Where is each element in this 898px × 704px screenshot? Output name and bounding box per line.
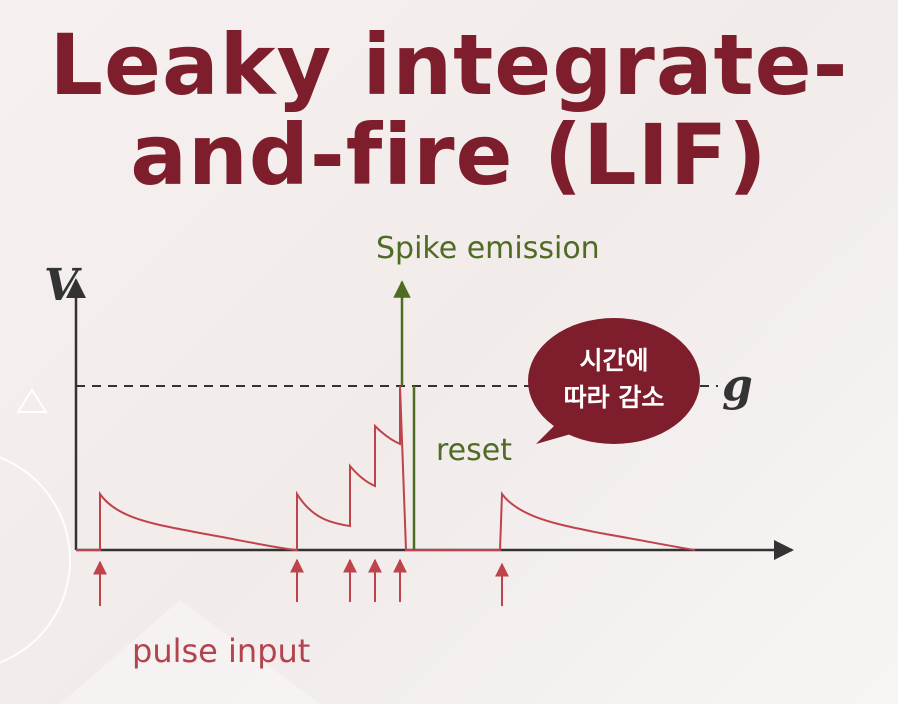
title-line-2: and-fire (LIF): [130, 106, 768, 204]
speech-bubble: 시간에 따라 감소: [528, 318, 700, 444]
y-axis-label: V: [44, 260, 82, 311]
membrane-potential-trace: [76, 385, 696, 551]
decor-large-triangle: [60, 600, 320, 704]
speech-bubble-body: [528, 318, 700, 444]
bubble-text-line-1: 시간에: [579, 346, 648, 375]
pulse-input-label: pulse input: [132, 632, 310, 670]
spike-emission-label: Spike emission: [376, 231, 600, 266]
title-line-1: Leaky integrate-: [49, 16, 849, 114]
threshold-label: g: [722, 360, 753, 411]
reset-label: reset: [436, 433, 512, 468]
decor-triangle: [16, 388, 48, 413]
bubble-text-line-2: 따라 감소: [564, 383, 665, 412]
decor-circle: [0, 456, 71, 664]
